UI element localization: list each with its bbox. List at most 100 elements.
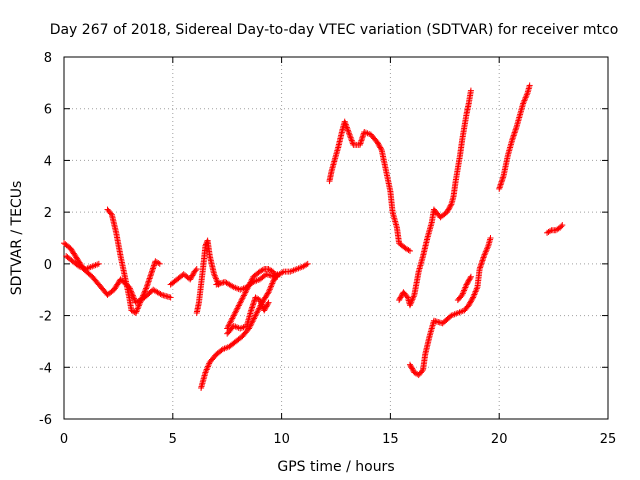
data-point: [273, 272, 280, 279]
data-point: [134, 305, 141, 312]
data-point: [239, 295, 246, 302]
data-point: [375, 141, 382, 148]
x-tick-label: 5: [169, 432, 177, 447]
data-point: [343, 123, 350, 130]
data-point: [230, 312, 237, 319]
data-point: [279, 269, 286, 276]
data-point: [133, 308, 140, 315]
data-point: [229, 315, 236, 322]
data-point: [347, 133, 354, 140]
data-point: [445, 206, 452, 213]
data-point: [472, 288, 479, 295]
data-point: [464, 280, 471, 287]
data-point: [188, 273, 195, 280]
data-point: [342, 120, 349, 127]
y-tick-label: 8: [44, 51, 52, 66]
data-point: [460, 288, 467, 295]
data-series: [224, 294, 272, 337]
data-point: [466, 276, 473, 283]
data-point: [473, 287, 480, 294]
data-point: [141, 289, 148, 296]
data-point: [462, 284, 469, 291]
data-point: [238, 296, 245, 303]
data-point: [376, 143, 383, 150]
y-axis-label: SDTVAR / TECUs: [9, 181, 25, 296]
data-point: [559, 222, 566, 229]
data-point: [465, 302, 472, 309]
data-point: [228, 316, 235, 323]
data-point: [520, 99, 527, 106]
data-point: [155, 259, 162, 266]
data-series: [224, 266, 281, 332]
data-point: [136, 301, 143, 308]
data-point: [484, 245, 491, 252]
data-point: [377, 144, 384, 151]
data-point: [349, 139, 356, 146]
data-point: [408, 299, 415, 306]
data-point: [227, 319, 234, 326]
data-point: [137, 298, 144, 305]
data-point: [406, 247, 413, 254]
data-point: [348, 137, 355, 144]
data-point: [459, 291, 466, 298]
data-point: [347, 134, 354, 141]
data-point: [346, 130, 353, 137]
data-point: [233, 306, 240, 313]
data-point: [484, 244, 491, 251]
data-point: [265, 299, 272, 306]
data-point: [526, 82, 533, 89]
data-point: [247, 279, 254, 286]
data-series: [406, 235, 494, 379]
y-tick-label: 4: [44, 154, 52, 169]
data-point: [487, 235, 494, 241]
data-point: [230, 314, 237, 321]
data-point: [258, 300, 265, 307]
data-point: [269, 278, 276, 285]
data-point: [253, 309, 260, 316]
data-point: [187, 276, 194, 283]
data-point: [156, 260, 163, 267]
data-point: [469, 295, 476, 302]
data-point: [244, 285, 251, 292]
data-point: [408, 297, 415, 304]
x-axis-label: GPS time / hours: [277, 459, 394, 475]
data-point: [204, 363, 211, 370]
data-point: [248, 276, 255, 283]
data-point: [407, 300, 414, 307]
x-tick-label: 10: [273, 432, 290, 447]
data-point: [467, 275, 474, 282]
data-point: [274, 273, 281, 280]
data-point: [203, 367, 210, 374]
data-point: [398, 293, 405, 300]
data-point: [418, 368, 425, 375]
data-series: [496, 82, 533, 192]
data-point: [255, 306, 262, 313]
data-point: [140, 292, 147, 299]
data-point: [264, 302, 271, 309]
data-point: [396, 297, 403, 304]
data-point: [232, 309, 239, 316]
data-point: [192, 267, 199, 274]
data-point: [211, 271, 218, 278]
data-point: [348, 136, 355, 143]
data-point: [256, 297, 263, 304]
data-point: [465, 278, 472, 285]
data-point: [141, 288, 148, 295]
data-point: [467, 87, 474, 94]
data-point: [235, 302, 242, 309]
data-point: [229, 283, 236, 290]
data-point: [245, 283, 252, 290]
data-point: [466, 300, 473, 307]
data-point: [521, 97, 528, 104]
data-point: [259, 302, 266, 309]
data-point: [237, 298, 244, 305]
data-point: [480, 253, 487, 260]
x-tick-label: 0: [60, 432, 68, 447]
data-point: [471, 291, 478, 298]
data-point: [240, 292, 247, 299]
data-point: [482, 250, 489, 257]
data-series: [326, 118, 413, 254]
data-point: [268, 283, 275, 290]
data-point: [406, 302, 413, 309]
y-tick-label: 0: [44, 258, 52, 273]
